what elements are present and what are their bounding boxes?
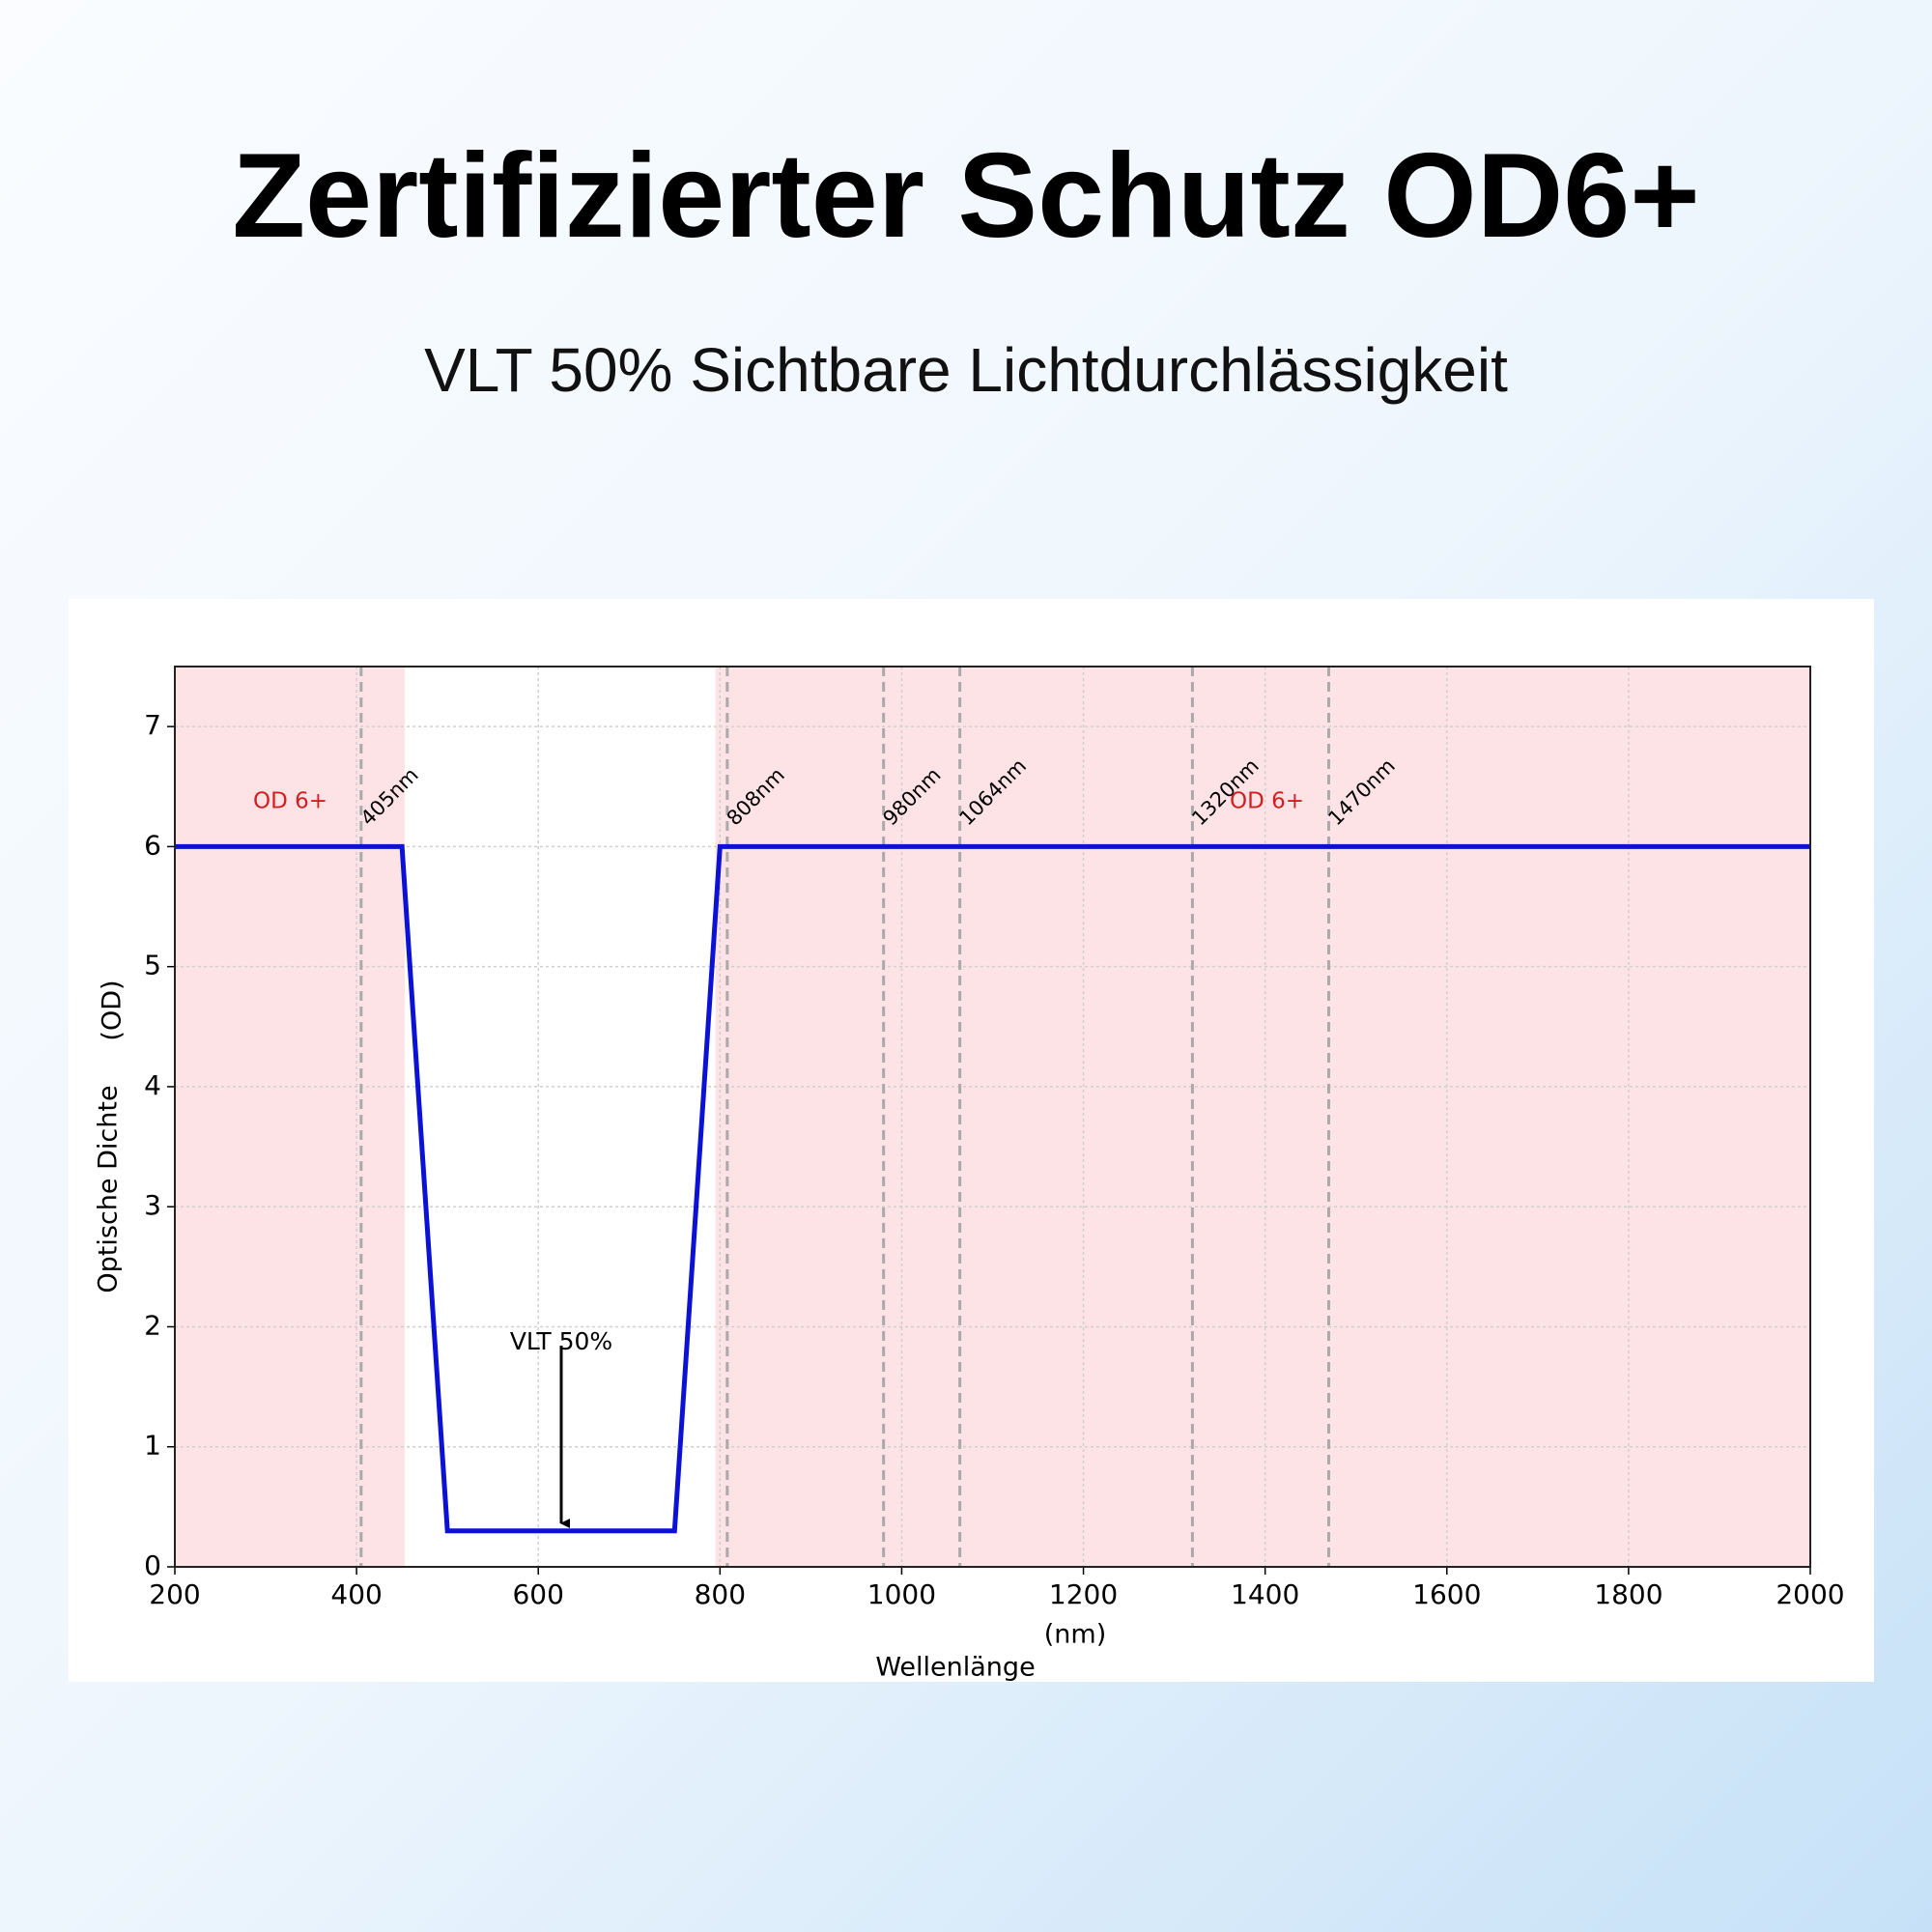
- od-region: [175, 667, 405, 1567]
- x-tick-label: 400: [330, 1578, 382, 1610]
- od-label: OD 6+: [253, 789, 327, 814]
- y-tick-label: 2: [144, 1309, 161, 1341]
- y-tick-label: 3: [144, 1189, 161, 1221]
- x-tick-label: 1200: [1049, 1578, 1118, 1610]
- od-label: OD 6+: [1230, 789, 1304, 814]
- x-tick-label: 1400: [1231, 1578, 1299, 1610]
- page-subtitle: VLT 50% Sichtbare Lichtdurchlässigkeit: [424, 335, 1508, 405]
- y-tick-label: 5: [144, 950, 161, 981]
- od-curve: [175, 843, 1810, 1534]
- x-tick-label: 200: [149, 1578, 200, 1610]
- y-tick-label: 6: [144, 829, 161, 861]
- y-tick-label: 4: [144, 1069, 161, 1101]
- y-axis-unit: (OD): [98, 980, 128, 1040]
- y-axis-label: Optische Dichte: [94, 1085, 124, 1293]
- x-tick-label: 1800: [1594, 1578, 1662, 1610]
- y-tick-label: 1: [144, 1430, 161, 1462]
- page-title: Zertifizierter Schutz OD6+: [232, 129, 1699, 263]
- x-tick-label: 600: [512, 1578, 563, 1610]
- x-tick-label: 1000: [867, 1578, 936, 1610]
- x-axis-label: Wellenlänge: [875, 1653, 1035, 1683]
- od-region: [715, 667, 1810, 1567]
- x-tick-label: 800: [695, 1578, 746, 1610]
- plot-frame: [174, 666, 1811, 1568]
- y-tick-label: 7: [144, 709, 161, 741]
- x-tick-label: 2000: [1776, 1578, 1844, 1610]
- vlt-label: VLT 50%: [510, 1327, 612, 1355]
- x-tick-label: 1600: [1412, 1578, 1481, 1610]
- x-axis-unit: (nm): [1044, 1620, 1106, 1650]
- y-tick-label: 0: [144, 1549, 161, 1581]
